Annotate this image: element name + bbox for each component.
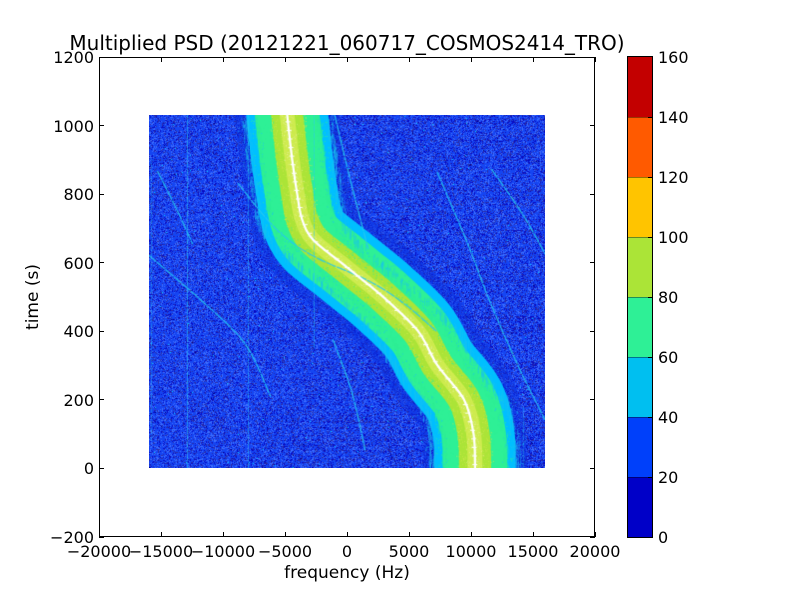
colorbar-tick-mark xyxy=(648,356,652,358)
y-tick-label: 800 xyxy=(63,185,94,205)
x-tick-label: −20000 xyxy=(66,542,132,561)
colorbar-level-line xyxy=(628,476,652,478)
y-tick-mark xyxy=(590,399,595,401)
y-tick-label: 1000 xyxy=(53,116,94,136)
x-tick-mark xyxy=(222,57,224,62)
y-tick-label: 0 xyxy=(83,459,94,479)
colorbar-tick-label: 140 xyxy=(658,108,689,127)
plot-title: Multiplied PSD (20121221_060717_COSMOS24… xyxy=(69,31,625,55)
y-tick-mark xyxy=(590,56,595,58)
y-tick-mark xyxy=(590,262,595,264)
y-tick-mark xyxy=(590,536,595,538)
x-tick-mark xyxy=(98,57,100,62)
colorbar-tick-mark xyxy=(648,116,652,118)
colorbar-level-line xyxy=(628,236,652,238)
psd-heatmap-image xyxy=(148,115,546,469)
colorbar-tick-label: 80 xyxy=(658,288,679,307)
colorbar-level-line xyxy=(628,416,652,418)
colorbar-segment xyxy=(628,477,652,537)
x-tick-mark xyxy=(284,57,286,62)
y-tick-mark xyxy=(99,399,104,401)
colorbar-level-line xyxy=(628,296,652,298)
colorbar xyxy=(627,56,653,538)
colorbar-tick-label: 160 xyxy=(658,48,689,67)
colorbar-segment xyxy=(628,237,652,297)
x-tick-mark xyxy=(470,532,472,537)
y-tick-mark xyxy=(99,125,104,127)
y-tick-label: 400 xyxy=(63,322,94,342)
colorbar-level-line xyxy=(628,116,652,118)
colorbar-tick-label: 100 xyxy=(658,228,689,247)
y-tick-mark xyxy=(99,467,104,469)
x-tick-mark xyxy=(346,532,348,537)
x-tick-mark xyxy=(594,532,596,537)
y-tick-mark xyxy=(99,536,104,538)
y-tick-mark xyxy=(590,193,595,195)
x-tick-mark xyxy=(346,57,348,62)
colorbar-tick-label: 60 xyxy=(658,348,679,367)
x-tick-mark xyxy=(222,532,224,537)
x-tick-label: 20000 xyxy=(569,542,621,561)
colorbar-segment xyxy=(628,177,652,237)
colorbar-tick-mark xyxy=(648,296,652,298)
colorbar-segment xyxy=(628,357,652,417)
y-axis-label: time (s) xyxy=(23,264,43,330)
colorbar-segment xyxy=(628,117,652,177)
colorbar-level-line xyxy=(628,356,652,358)
colorbar-segment xyxy=(628,417,652,477)
y-tick-mark xyxy=(99,56,104,58)
colorbar-tick-mark xyxy=(648,416,652,418)
x-tick-mark xyxy=(408,532,410,537)
colorbar-segment xyxy=(628,297,652,357)
x-tick-mark xyxy=(284,532,286,537)
colorbar-tick-label: 20 xyxy=(658,468,679,487)
x-tick-mark xyxy=(160,57,162,62)
x-tick-label: 0 xyxy=(341,542,353,561)
x-tick-label: 15000 xyxy=(507,542,559,561)
colorbar-tick-label: 0 xyxy=(658,528,669,547)
x-tick-mark xyxy=(470,57,472,62)
y-tick-label: 600 xyxy=(63,253,94,273)
x-tick-label: −10000 xyxy=(190,542,256,561)
x-tick-label: −5000 xyxy=(257,542,313,561)
y-tick-mark xyxy=(590,330,595,332)
y-tick-label: 200 xyxy=(63,390,94,410)
y-tick-mark xyxy=(590,125,595,127)
y-tick-mark xyxy=(99,193,104,195)
x-tick-mark xyxy=(408,57,410,62)
x-tick-mark xyxy=(532,532,534,537)
colorbar-tick-label: 40 xyxy=(658,408,679,427)
x-tick-mark xyxy=(98,532,100,537)
x-tick-label: 5000 xyxy=(388,542,430,561)
x-tick-mark xyxy=(594,57,596,62)
colorbar-tick-mark xyxy=(648,236,652,238)
y-tick-label: −200 xyxy=(50,528,94,547)
x-axis-label: frequency (Hz) xyxy=(284,563,410,583)
y-tick-mark xyxy=(99,262,104,264)
x-tick-mark xyxy=(160,532,162,537)
x-tick-mark xyxy=(532,57,534,62)
colorbar-tick-label: 120 xyxy=(658,168,689,187)
y-tick-label: 1200 xyxy=(53,48,94,67)
colorbar-level-line xyxy=(628,176,652,178)
colorbar-tick-mark xyxy=(648,176,652,178)
x-tick-label: 10000 xyxy=(445,542,497,561)
colorbar-segment xyxy=(628,57,652,117)
colorbar-tick-mark xyxy=(648,476,652,478)
axes-frame xyxy=(99,57,595,537)
y-tick-mark xyxy=(590,467,595,469)
x-tick-label: −15000 xyxy=(128,542,194,561)
y-tick-mark xyxy=(99,330,104,332)
